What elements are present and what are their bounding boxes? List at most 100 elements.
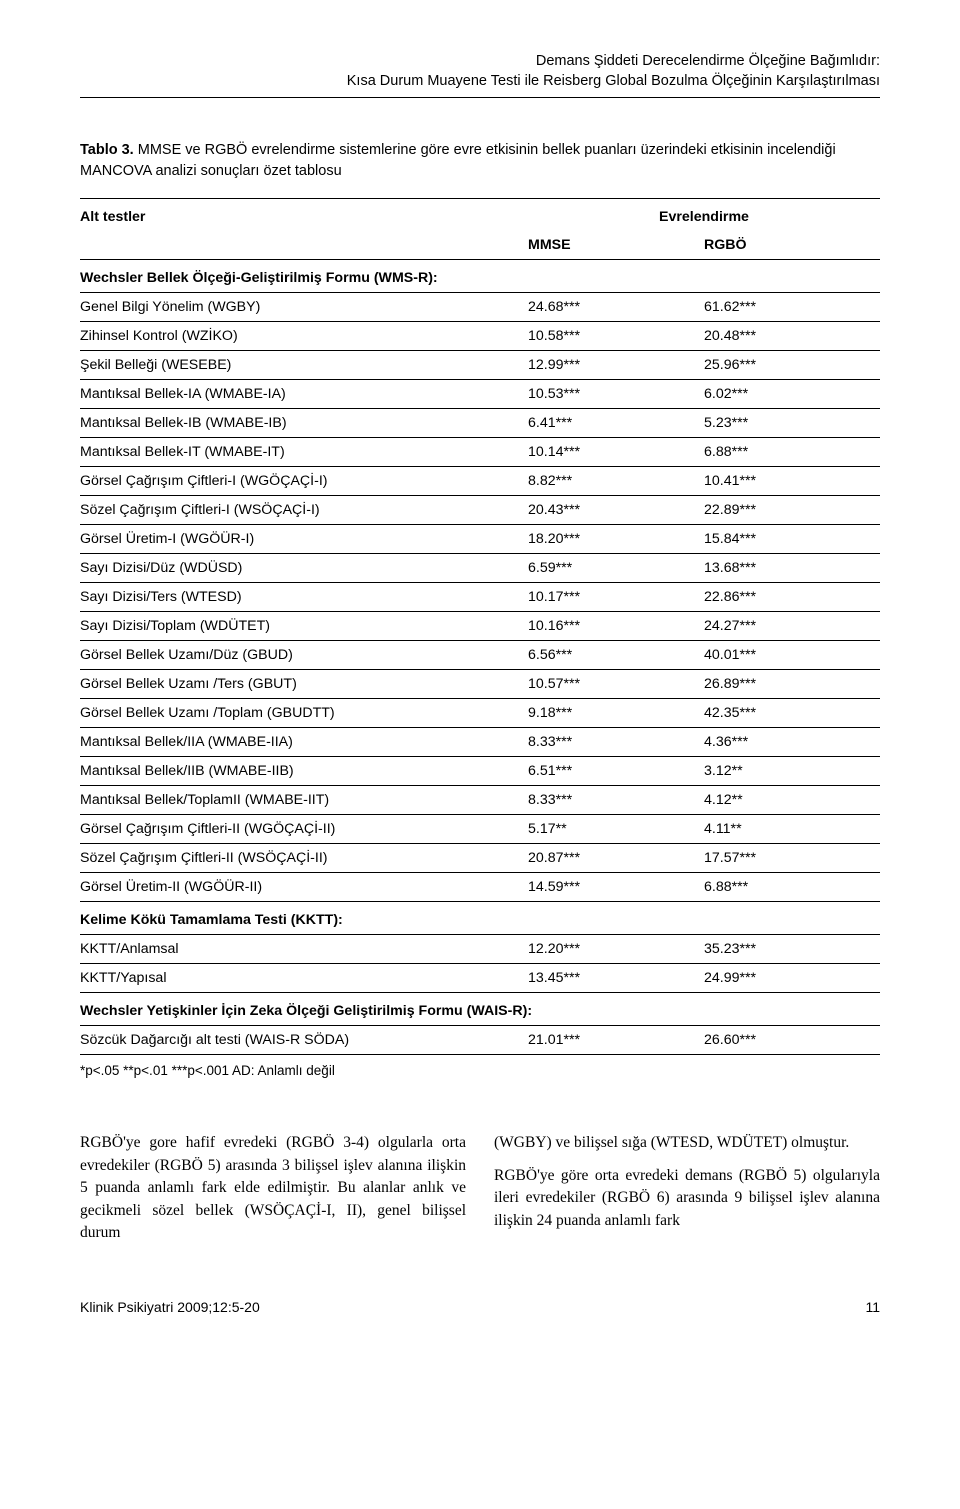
- table-caption-number: Tablo 3.: [80, 142, 134, 158]
- table-row: Görsel Üretim-II (WGÖÜR-II)14.59***6.88*…: [80, 873, 880, 902]
- row-rgbo-value: 3.12**: [704, 757, 880, 786]
- table-row: Görsel Bellek Uzamı /Ters (GBUT)10.57***…: [80, 670, 880, 699]
- running-head-line-1: Demans Şiddeti Derecelendirme Ölçeğine B…: [80, 52, 880, 72]
- table-row: Mantıksal Bellek-IA (WMABE-IA)10.53***6.…: [80, 380, 880, 409]
- row-label: Görsel Üretim-I (WGÖÜR-I): [80, 525, 528, 554]
- table-row: Genel Bilgi Yönelim (WGBY)24.68***61.62*…: [80, 293, 880, 322]
- row-mmse-value: 10.16***: [528, 612, 704, 641]
- table-section-title-cell: Wechsler Bellek Ölçeği-Geliştirilmiş For…: [80, 260, 880, 293]
- table-section-title: Kelime Kökü Tamamlama Testi (KKTT):: [80, 902, 880, 935]
- table-section-title-cell: Wechsler Yetişkinler İçin Zeka Ölçeği Ge…: [80, 993, 880, 1026]
- table-header-row-2: MMSE RGBÖ: [80, 231, 880, 260]
- table-row: Sayı Dizisi/Düz (WDÜSD)6.59***13.68***: [80, 554, 880, 583]
- row-mmse-value: 10.17***: [528, 583, 704, 612]
- row-rgbo-value: 20.48***: [704, 322, 880, 351]
- table-row: Sözel Çağrışım Çiftleri-II (WSÖÇAÇİ-II)2…: [80, 844, 880, 873]
- table-section-title-cell: Kelime Kökü Tamamlama Testi (KKTT):: [80, 902, 880, 935]
- row-label: Görsel Üretim-II (WGÖÜR-II): [80, 873, 528, 902]
- row-mmse-value: 8.82***: [528, 467, 704, 496]
- row-label: Mantıksal Bellek-IA (WMABE-IA): [80, 380, 528, 409]
- row-label: Sayı Dizisi/Düz (WDÜSD): [80, 554, 528, 583]
- row-label: Mantıksal Bellek/ToplamII (WMABE-IIT): [80, 786, 528, 815]
- row-mmse-value: 10.57***: [528, 670, 704, 699]
- table-row: Zihinsel Kontrol (WZİKO)10.58***20.48***: [80, 322, 880, 351]
- table-row: Şekil Belleği (WESEBE)12.99***25.96***: [80, 351, 880, 380]
- row-mmse-value: 20.43***: [528, 496, 704, 525]
- table-header-row-1: Alt testler Evrelendirme: [80, 199, 880, 232]
- row-mmse-value: 6.51***: [528, 757, 704, 786]
- th-main: Alt testler: [80, 199, 528, 232]
- table-row: Görsel Bellek Uzamı /Toplam (GBUDTT)9.18…: [80, 699, 880, 728]
- results-table: Alt testler Evrelendirme MMSE RGBÖ Wechs…: [80, 198, 880, 1055]
- row-label: Mantıksal Bellek-IB (WMABE-IB): [80, 409, 528, 438]
- footer-page-number: 11: [865, 1299, 880, 1315]
- row-rgbo-value: 26.89***: [704, 670, 880, 699]
- row-mmse-value: 10.14***: [528, 438, 704, 467]
- row-rgbo-value: 40.01***: [704, 641, 880, 670]
- row-mmse-value: 9.18***: [528, 699, 704, 728]
- table-row: Mantıksal Bellek-IT (WMABE-IT)10.14***6.…: [80, 438, 880, 467]
- row-mmse-value: 6.59***: [528, 554, 704, 583]
- row-mmse-value: 12.20***: [528, 935, 704, 964]
- row-rgbo-value: 4.36***: [704, 728, 880, 757]
- body-p1: RGBÖ'ye gore hafif evredeki (RGBÖ 3-4) o…: [80, 1132, 466, 1244]
- row-rgbo-value: 5.23***: [704, 409, 880, 438]
- row-label: Zihinsel Kontrol (WZİKO): [80, 322, 528, 351]
- table-row: Görsel Bellek Uzamı/Düz (GBUD)6.56***40.…: [80, 641, 880, 670]
- row-rgbo-value: 24.99***: [704, 964, 880, 993]
- row-rgbo-value: 22.86***: [704, 583, 880, 612]
- table-row: Görsel Çağrışım Çiftleri-I (WGÖÇAÇİ-I)8.…: [80, 467, 880, 496]
- table-row: Mantıksal Bellek/IIA (WMABE-IIA)8.33***4…: [80, 728, 880, 757]
- page-footer: Klinik Psikiyatri 2009;12:5-20 11: [80, 1299, 880, 1315]
- row-rgbo-value: 25.96***: [704, 351, 880, 380]
- table-section-title: Wechsler Bellek Ölçeği-Geliştirilmiş For…: [80, 260, 880, 293]
- row-label: Görsel Bellek Uzamı /Ters (GBUT): [80, 670, 528, 699]
- row-label: Sayı Dizisi/Ters (WTESD): [80, 583, 528, 612]
- row-rgbo-value: 24.27***: [704, 612, 880, 641]
- page: Demans Şiddeti Derecelendirme Ölçeğine B…: [0, 0, 960, 1345]
- row-label: Mantıksal Bellek/IIA (WMABE-IIA): [80, 728, 528, 757]
- row-mmse-value: 8.33***: [528, 786, 704, 815]
- row-label: Görsel Bellek Uzamı/Düz (GBUD): [80, 641, 528, 670]
- row-rgbo-value: 4.12**: [704, 786, 880, 815]
- table-row: KKTT/Anlamsal12.20***35.23***: [80, 935, 880, 964]
- table-row: Sayı Dizisi/Ters (WTESD)10.17***22.86***: [80, 583, 880, 612]
- row-mmse-value: 10.53***: [528, 380, 704, 409]
- table-row: Sözel Çağrışım Çiftleri-I (WSÖÇAÇİ-I)20.…: [80, 496, 880, 525]
- row-rgbo-value: 6.02***: [704, 380, 880, 409]
- row-mmse-value: 24.68***: [528, 293, 704, 322]
- row-mmse-value: 21.01***: [528, 1026, 704, 1055]
- row-rgbo-value: 42.35***: [704, 699, 880, 728]
- table-row: KKTT/Yapısal13.45***24.99***: [80, 964, 880, 993]
- row-mmse-value: 18.20***: [528, 525, 704, 554]
- row-label: Genel Bilgi Yönelim (WGBY): [80, 293, 528, 322]
- row-mmse-value: 13.45***: [528, 964, 704, 993]
- row-label: Mantıksal Bellek/IIB (WMABE-IIB): [80, 757, 528, 786]
- row-label: Sayı Dizisi/Toplam (WDÜTET): [80, 612, 528, 641]
- table-body: Wechsler Bellek Ölçeği-Geliştirilmiş For…: [80, 260, 880, 1055]
- th-empty: [80, 231, 528, 260]
- row-rgbo-value: 61.62***: [704, 293, 880, 322]
- row-rgbo-value: 13.68***: [704, 554, 880, 583]
- row-label: Sözcük Dağarcığı alt testi (WAIS-R SÖDA): [80, 1026, 528, 1055]
- row-rgbo-value: 10.41***: [704, 467, 880, 496]
- row-rgbo-value: 6.88***: [704, 873, 880, 902]
- table-caption: Tablo 3. MMSE ve RGBÖ evrelendirme siste…: [80, 140, 880, 182]
- table-row: Mantıksal Bellek-IB (WMABE-IB)6.41***5.2…: [80, 409, 880, 438]
- running-head: Demans Şiddeti Derecelendirme Ölçeğine B…: [80, 52, 880, 91]
- body-p2: (WGBY) ve bilişsel sığa (WTESD, WDÜTET) …: [494, 1132, 880, 1154]
- row-rgbo-value: 15.84***: [704, 525, 880, 554]
- row-rgbo-value: 35.23***: [704, 935, 880, 964]
- row-label: Sözel Çağrışım Çiftleri-I (WSÖÇAÇİ-I): [80, 496, 528, 525]
- body-columns: RGBÖ'ye gore hafif evredeki (RGBÖ 3-4) o…: [80, 1132, 880, 1244]
- row-mmse-value: 6.41***: [528, 409, 704, 438]
- row-rgbo-value: 6.88***: [704, 438, 880, 467]
- table-row: Görsel Üretim-I (WGÖÜR-I)18.20***15.84**…: [80, 525, 880, 554]
- table-row: Sayı Dizisi/Toplam (WDÜTET)10.16***24.27…: [80, 612, 880, 641]
- row-label: Görsel Çağrışım Çiftleri-I (WGÖÇAÇİ-I): [80, 467, 528, 496]
- running-head-line-2: Kısa Durum Muayene Testi ile Reisberg Gl…: [80, 72, 880, 92]
- body-col-right: (WGBY) ve bilişsel sığa (WTESD, WDÜTET) …: [494, 1132, 880, 1244]
- table-row: Mantıksal Bellek/IIB (WMABE-IIB)6.51***3…: [80, 757, 880, 786]
- table-row: Görsel Çağrışım Çiftleri-II (WGÖÇAÇİ-II)…: [80, 815, 880, 844]
- row-mmse-value: 5.17**: [528, 815, 704, 844]
